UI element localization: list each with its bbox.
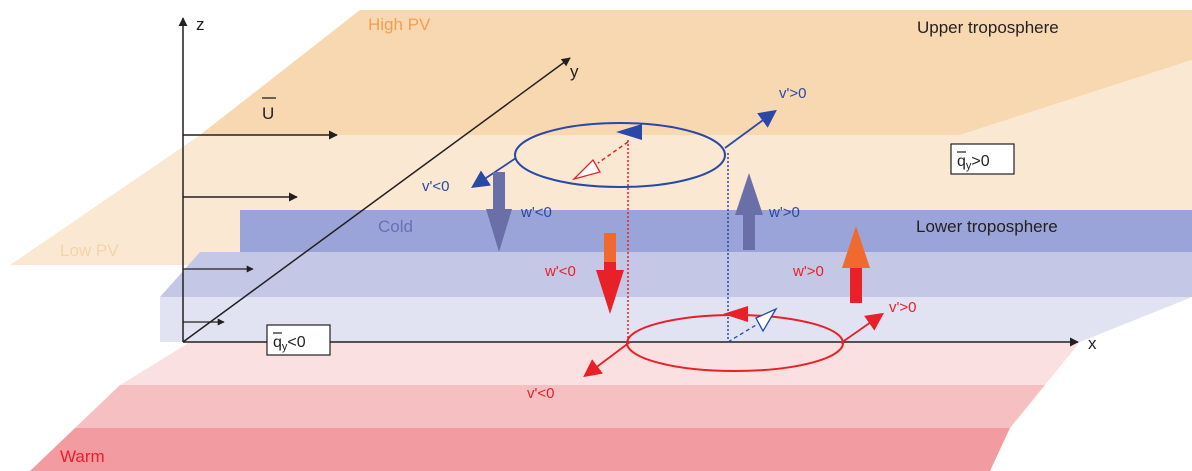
warm-layer-mid (75, 385, 1045, 428)
lower-v-neg-arrow (583, 341, 631, 378)
u-bar-label: U (262, 104, 274, 123)
lower-circulation-direction-arrow (723, 306, 748, 322)
blue-dashed-projection (727, 324, 757, 343)
low-pv-label: Low PV (60, 241, 119, 260)
upper-w-pos-arrow (735, 173, 763, 250)
upper-v-neg-label: v'<0 (422, 178, 449, 195)
lower-w-pos-label: w'>0 (792, 263, 824, 280)
cold-layer-top (240, 210, 1192, 265)
red-hollow-arrow (571, 158, 601, 181)
y-axis-label: y (570, 62, 579, 81)
x-axis-label: x (1088, 334, 1097, 353)
upper-circulation-ellipse (514, 122, 726, 188)
lower-v-pos-arrow (840, 312, 884, 344)
upper-layer-top (200, 10, 1192, 135)
cold-label: Cold (378, 217, 413, 236)
upper-w-neg-label: w'<0 (520, 204, 552, 221)
y-axis (182, 57, 571, 343)
upper-w-neg-arrow (486, 172, 512, 252)
warm-label: Warm (60, 447, 105, 466)
cold-layer-mid (160, 252, 1192, 297)
z-axis-label: z (196, 15, 205, 34)
upper-v-pos-arrow (724, 109, 777, 149)
upper-troposphere-label: Upper troposphere (917, 18, 1059, 37)
upper-v-pos-label: v'>0 (779, 85, 806, 102)
qy-upper-box (950, 143, 1015, 175)
lower-w-neg-label: w'<0 (544, 263, 576, 280)
high-pv-label: High PV (368, 15, 431, 34)
qy-lower-text: qy<0 (273, 334, 306, 353)
lower-v-neg-label: v'<0 (527, 385, 554, 402)
lower-v-pos-label: v'>0 (889, 299, 916, 316)
red-dashed-projection (597, 141, 629, 164)
qy-lower-box (266, 324, 331, 356)
lower-w-pos-arrow (842, 226, 870, 303)
qy-upper-text: qy>0 (957, 153, 990, 172)
warm-layer-bottom (30, 428, 1010, 471)
upper-w-pos-label: w'>0 (768, 204, 800, 221)
upper-circulation-direction-arrow (616, 124, 642, 140)
lower-w-neg-arrow (596, 233, 624, 314)
lower-troposphere-label: Lower troposphere (916, 217, 1058, 236)
blue-hollow-arrow (755, 307, 778, 333)
